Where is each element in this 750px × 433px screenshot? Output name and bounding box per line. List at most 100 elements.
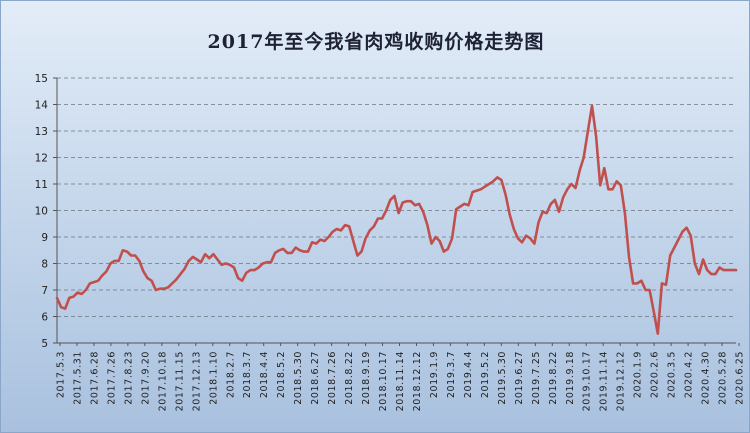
data-point xyxy=(406,200,408,202)
x-tick-label: 2017.8.23 xyxy=(123,351,134,405)
data-point xyxy=(447,248,449,250)
data-point xyxy=(558,211,560,213)
data-point xyxy=(517,237,519,239)
data-point xyxy=(60,306,62,308)
data-point xyxy=(81,293,83,295)
data-point xyxy=(463,203,465,205)
y-tick-label: 15 xyxy=(35,73,48,85)
data-point xyxy=(402,201,404,203)
data-point xyxy=(616,180,618,182)
data-point xyxy=(183,268,185,270)
x-tick-label: 2019.11.14 xyxy=(599,351,610,411)
x-tick-label: 2019.8.22 xyxy=(548,351,559,405)
x-tick-label: 2018.11.14 xyxy=(395,351,406,411)
data-point xyxy=(459,205,461,207)
data-point xyxy=(595,135,597,137)
data-point xyxy=(570,183,572,185)
x-tick-label: 2019.10.17 xyxy=(582,351,593,411)
data-point xyxy=(122,249,124,251)
x-tick-label: 2019.1.9 xyxy=(429,351,440,398)
data-point xyxy=(385,209,387,211)
x-tick-label: 2018.3.7 xyxy=(242,351,253,398)
data-point xyxy=(661,282,663,284)
data-point xyxy=(175,278,177,280)
data-point xyxy=(327,236,329,238)
data-point xyxy=(529,237,531,239)
data-point xyxy=(159,288,161,290)
data-point xyxy=(393,195,395,197)
data-point xyxy=(735,269,737,271)
data-point xyxy=(299,249,301,251)
data-point xyxy=(434,236,436,238)
data-point xyxy=(377,217,379,219)
x-tick-label: 2019.5.30 xyxy=(497,351,508,405)
x-tick-label: 2019.6.27 xyxy=(514,351,525,405)
data-point xyxy=(537,221,539,223)
x-tick-label: 2019.5.2 xyxy=(480,351,491,398)
data-point xyxy=(138,260,140,262)
price-line xyxy=(55,104,738,335)
x-tick-label: 2017.7.26 xyxy=(106,351,117,405)
data-point xyxy=(245,272,247,274)
y-tick-label: 14 xyxy=(35,100,49,112)
data-point xyxy=(677,238,679,240)
data-point xyxy=(694,262,696,264)
data-point xyxy=(278,249,280,251)
data-point xyxy=(97,280,99,282)
x-tick-label: 2018.6.27 xyxy=(310,351,321,405)
data-point xyxy=(113,260,115,262)
data-point xyxy=(192,256,194,258)
data-point xyxy=(657,333,659,335)
data-point xyxy=(727,269,729,271)
x-tick-label: 2020.6.25 xyxy=(735,351,746,405)
data-point xyxy=(179,273,181,275)
series-group xyxy=(55,104,738,335)
data-point xyxy=(554,199,556,201)
data-point xyxy=(714,273,716,275)
data-point xyxy=(443,250,445,252)
y-tick-label: 8 xyxy=(41,259,48,271)
data-point xyxy=(188,260,190,262)
data-point xyxy=(163,288,165,290)
data-point xyxy=(702,258,704,260)
data-point xyxy=(636,282,638,284)
data-point xyxy=(229,264,231,266)
data-point xyxy=(369,229,371,231)
data-point xyxy=(414,204,416,206)
data-point xyxy=(315,242,317,244)
data-point xyxy=(587,130,589,132)
data-point xyxy=(492,180,494,182)
y-tick-label: 13 xyxy=(35,126,48,138)
data-point xyxy=(105,270,107,272)
data-point xyxy=(648,289,650,291)
data-point xyxy=(521,241,523,243)
data-point xyxy=(146,277,148,279)
x-tick-label: 2018.10.17 xyxy=(378,351,389,411)
data-point xyxy=(640,280,642,282)
data-point xyxy=(673,246,675,248)
data-point xyxy=(632,282,634,284)
data-point xyxy=(467,204,469,206)
data-point xyxy=(212,253,214,255)
data-point xyxy=(64,307,66,309)
data-point xyxy=(451,237,453,239)
data-point xyxy=(130,254,132,256)
data-point xyxy=(430,242,432,244)
x-tick-label: 2017.5.31 xyxy=(72,351,83,405)
data-point xyxy=(109,262,111,264)
data-point xyxy=(249,269,251,271)
data-point xyxy=(295,246,297,248)
data-point xyxy=(644,289,646,291)
chart-title: 2017年至今我省肉鸡收购价格走势图 xyxy=(207,31,545,53)
x-tick-label: 2018.8.22 xyxy=(344,351,355,405)
x-tick-label: 2018.9.19 xyxy=(361,351,372,405)
data-point xyxy=(628,256,630,258)
data-point xyxy=(578,170,580,172)
data-point xyxy=(208,257,210,259)
data-point xyxy=(89,282,91,284)
data-point xyxy=(262,262,264,264)
data-point xyxy=(307,250,309,252)
data-point xyxy=(624,212,626,214)
data-point xyxy=(418,203,420,205)
